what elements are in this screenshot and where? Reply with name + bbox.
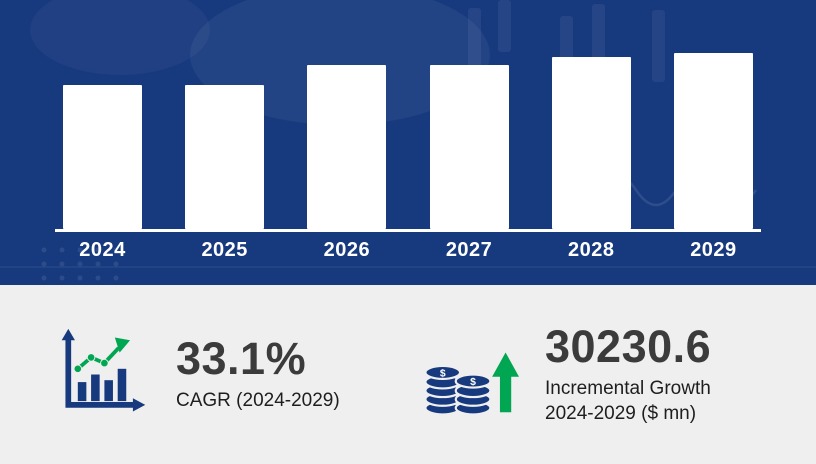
bar-column: [307, 65, 387, 229]
bar-2028: [551, 57, 631, 229]
bar-2027: [429, 65, 509, 229]
cagr-value: 33.1%: [176, 333, 307, 385]
incremental-growth-value: 30230.6: [545, 320, 712, 372]
bar-column: [63, 85, 142, 229]
incremental-growth-label-line2: 2024-2029 ($ mn): [545, 402, 697, 424]
growth-line-chart-icon: [61, 328, 146, 412]
bar-column: [673, 53, 753, 229]
labels-row: 2024 2025 2026 2027 2028 2029: [55, 239, 761, 262]
incremental-growth-label-line1: Incremental Growth: [545, 377, 711, 399]
bar-column: [185, 85, 265, 229]
cagr-stat: 33.1% CAGR (2024-2029): [55, 327, 415, 422]
bars-row: [55, 53, 761, 229]
coin-dollar-glyph: $: [440, 368, 446, 379]
stats-strip: 33.1% CAGR (2024-2029): [0, 285, 816, 464]
cagr-text: 33.1% CAGR (2024-2029): [176, 335, 340, 414]
incremental-growth-stat: $ $ 30230.6 Incremental Growth 2024-2029…: [415, 320, 712, 427]
bar-column: [551, 57, 631, 229]
year-label: 2026: [323, 239, 371, 261]
year-label-column: 2024: [63, 239, 142, 262]
year-label: 2027: [445, 239, 493, 261]
year-label: 2028: [568, 239, 615, 261]
year-label: 2024: [79, 239, 126, 261]
year-label: 2025: [201, 239, 248, 261]
bar-2029: [673, 53, 753, 229]
bar-2025: [185, 85, 265, 229]
coin-dollar-glyph: $: [470, 376, 476, 387]
bar-2026: [307, 65, 387, 229]
year-label-column: 2025: [185, 239, 264, 262]
cagr-label: CAGR (2024-2029): [176, 390, 340, 412]
market-bar-chart-panel: 2024 2025 2026 2027 2028 2029: [0, 0, 816, 285]
bar-2024: [63, 85, 142, 229]
bar-chart: 2024 2025 2026 2027 2028 2029: [55, 53, 761, 262]
chart-baseline: [55, 229, 761, 232]
year-label-column: 2027: [430, 239, 509, 262]
year-label-column: 2028: [552, 239, 631, 262]
year-label-column: 2029: [674, 239, 753, 262]
coins-up-arrow-icon: $ $: [424, 351, 519, 416]
incremental-growth-text: 30230.6 Incremental Growth 2024-2029 ($ …: [545, 320, 712, 427]
year-label-column: 2026: [307, 239, 386, 262]
incremental-growth-label: Incremental Growth 2024-2029 ($ mn): [545, 377, 711, 426]
year-label: 2029: [690, 239, 737, 261]
bar-column: [429, 65, 509, 229]
